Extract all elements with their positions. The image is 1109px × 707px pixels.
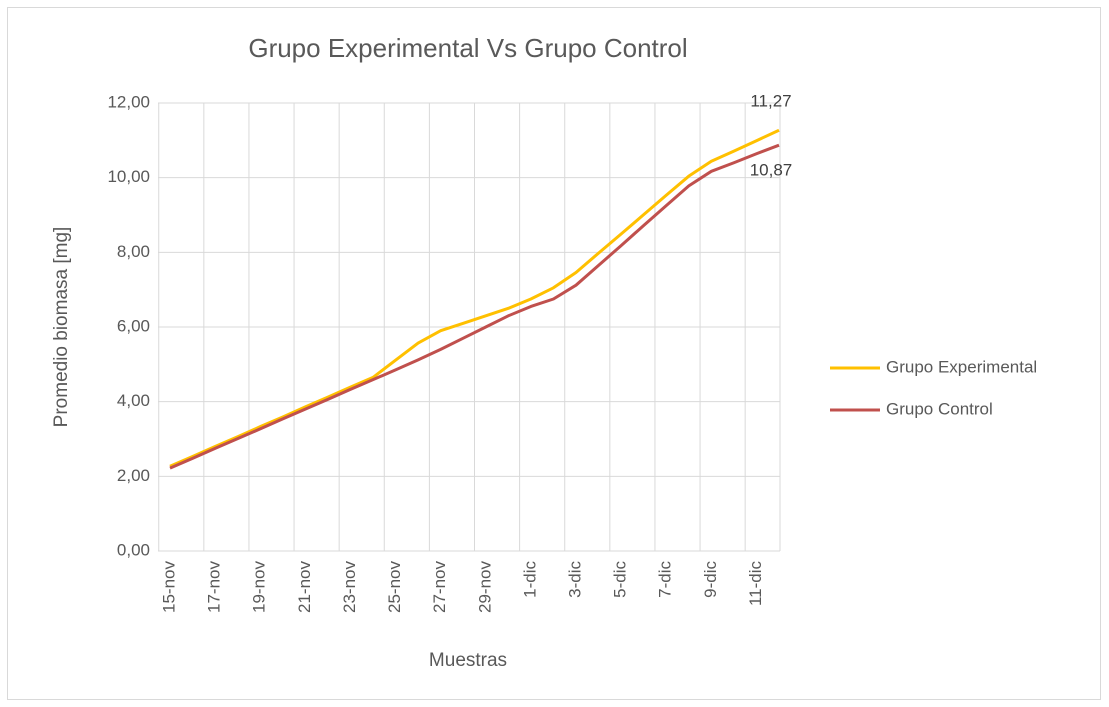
x-tick-label: 7-dic bbox=[656, 561, 675, 598]
x-tick-label: 11-dic bbox=[746, 561, 765, 607]
y-tick-label: 8,00 bbox=[117, 242, 150, 261]
x-tick-label: 19-nov bbox=[250, 561, 269, 613]
x-tick-label: 9-dic bbox=[701, 561, 720, 598]
y-tick-label: 4,00 bbox=[117, 391, 150, 410]
legend-label: Grupo Control bbox=[886, 399, 993, 418]
x-tick-label: 15-nov bbox=[159, 561, 178, 613]
data-label: 10,87 bbox=[750, 161, 793, 180]
y-tick-label: 6,00 bbox=[117, 316, 150, 335]
y-tick-label: 0,00 bbox=[117, 540, 150, 559]
legend-label: Grupo Experimental bbox=[886, 357, 1037, 376]
x-tick-label: 29-nov bbox=[475, 561, 494, 613]
x-tick-label: 25-nov bbox=[385, 561, 404, 613]
x-tick-label: 17-nov bbox=[205, 561, 224, 613]
y-tick-label: 2,00 bbox=[117, 466, 150, 485]
x-tick-label: 21-nov bbox=[295, 561, 314, 613]
data-label: 11,27 bbox=[750, 92, 791, 111]
series-line bbox=[169, 128, 780, 468]
chart-border bbox=[7, 7, 1101, 700]
x-axis-title: Muestras bbox=[429, 650, 507, 671]
series-line bbox=[169, 143, 780, 470]
chart-title: Grupo Experimental Vs Grupo Control bbox=[248, 33, 687, 63]
y-tick-label: 10,00 bbox=[107, 167, 150, 186]
x-tick-label: 1-dic bbox=[520, 561, 539, 598]
x-tick-label: 23-nov bbox=[340, 561, 359, 613]
y-tick-label: 12,00 bbox=[107, 92, 150, 111]
x-tick-label: 3-dic bbox=[565, 561, 584, 598]
x-tick-label: 27-nov bbox=[430, 561, 449, 613]
y-axis-title: Promedio biomasa [mg] bbox=[51, 227, 72, 428]
x-tick-label: 5-dic bbox=[611, 561, 630, 598]
